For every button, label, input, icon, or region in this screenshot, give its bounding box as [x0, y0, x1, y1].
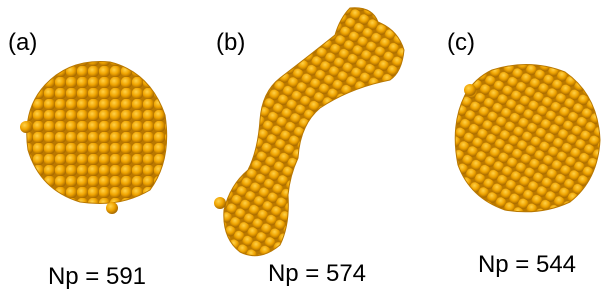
panel-label: (b)	[216, 29, 245, 56]
panel-caption: Np = 574	[268, 260, 366, 287]
panel-caption: Np = 544	[478, 251, 576, 278]
cluster-a	[20, 61, 167, 214]
panel-label: (c)	[447, 29, 475, 56]
figure: (a) (b) (c) Np = 591 Np = 574 Np = 544	[0, 0, 602, 295]
panel-label: (a)	[8, 29, 37, 56]
page: (a) (b) (c) Np = 591 Np = 574 Np = 544 (…	[0, 0, 602, 295]
cluster-c	[455, 64, 600, 211]
panel-caption: Np = 591	[48, 263, 146, 290]
